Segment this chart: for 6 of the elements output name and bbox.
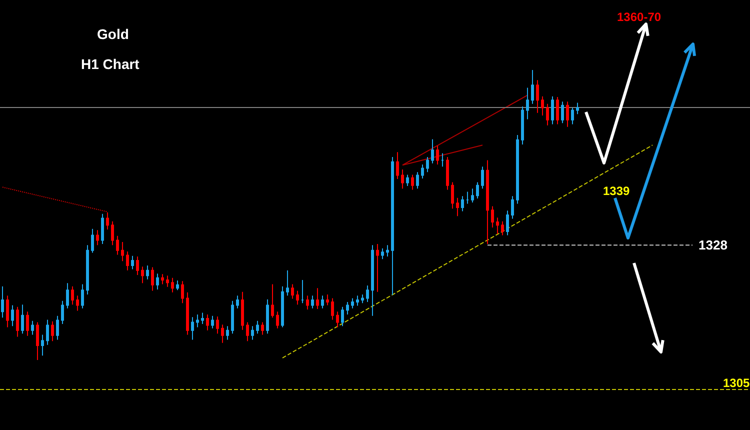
series-label: 1328 — [698, 238, 728, 253]
text: 1305 — [723, 376, 750, 390]
annotation: 1339 — [603, 184, 630, 198]
text: 1360-70 — [617, 10, 662, 24]
chart-subtitle: H1 Chart — [81, 56, 140, 72]
chart-title: Gold — [97, 26, 129, 42]
